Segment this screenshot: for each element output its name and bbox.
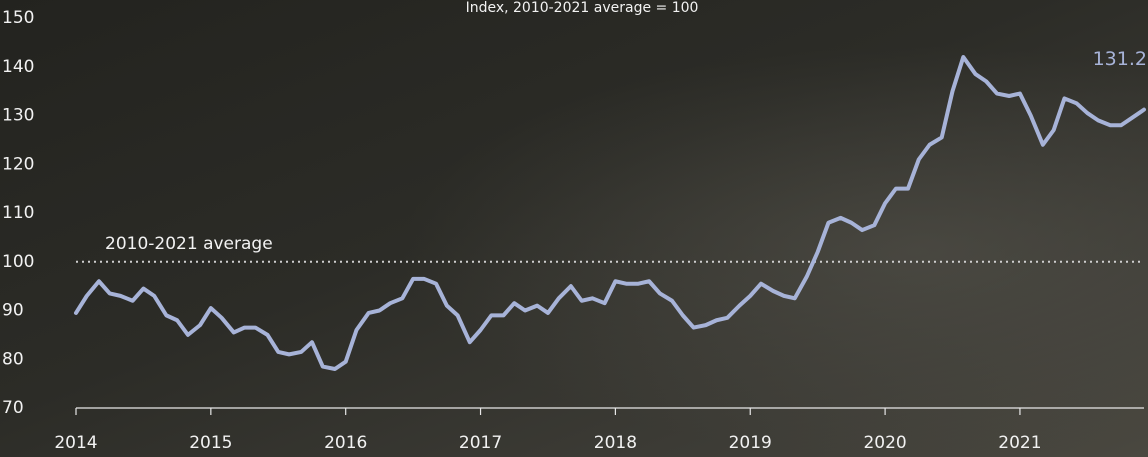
- x-tick-label: 2017: [459, 433, 502, 453]
- x-tick-label: 2014: [54, 433, 97, 453]
- y-tick-label: 140: [2, 57, 34, 77]
- y-tick-label: 130: [2, 106, 34, 126]
- y-tick-label: 110: [2, 203, 34, 223]
- y-tick-label: 120: [2, 154, 34, 174]
- x-tick-label: 2015: [189, 433, 232, 453]
- x-tick-label: 2019: [729, 433, 772, 453]
- x-tick-label: 2021: [998, 433, 1041, 453]
- x-tick-label: 2020: [863, 433, 906, 453]
- y-tick-label: 100: [2, 252, 34, 272]
- chart: Index, 2010-2021 average = 100 70 80 90 100…: [0, 0, 1148, 457]
- end-value-label: 131.2: [1093, 48, 1147, 70]
- x-tick-label: 2018: [594, 433, 637, 453]
- y-tick-label: 90: [2, 301, 24, 321]
- reference-label: 2010-2021 average: [105, 234, 273, 254]
- y-tick-label: 80: [2, 349, 24, 369]
- background-glow: [0, 0, 1148, 457]
- y-tick-label: 70: [2, 398, 24, 418]
- y-tick-label: 150: [2, 8, 34, 28]
- chart-subtitle: Index, 2010-2021 average = 100: [466, 0, 699, 16]
- x-tick-label: 2016: [324, 433, 367, 453]
